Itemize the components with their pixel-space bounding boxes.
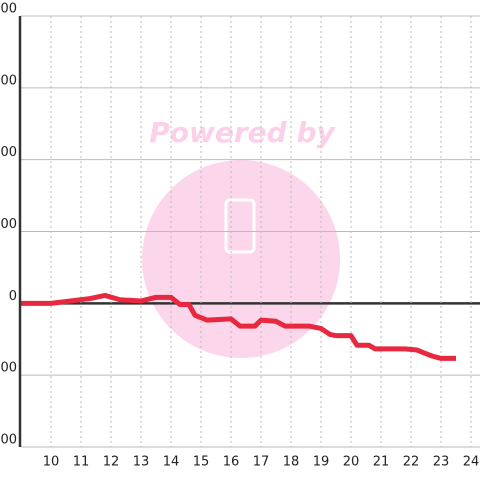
x-tick-label: 19	[313, 455, 330, 470]
x-tick-label: 20	[343, 455, 360, 470]
plot	[21, 292, 456, 361]
y-tick-label: -6,000	[0, 433, 17, 448]
x-tick-label: 12	[103, 455, 120, 470]
y-tick-label: 12,000	[0, 2, 17, 17]
x-tick-label: 13	[133, 455, 150, 470]
x-tick-label: 22	[403, 455, 420, 470]
x-tick-label: 10	[43, 455, 60, 470]
x-tick-label: 21	[373, 455, 390, 470]
x-tick-label: 15	[193, 455, 210, 470]
x-tick-label: 23	[433, 455, 450, 470]
x-tick-label: 24	[463, 455, 480, 470]
grid	[21, 15, 480, 448]
y-tick-label: -3,000	[0, 361, 17, 376]
y-tick-label: 6,000	[0, 145, 17, 160]
x-tick-label: 18	[283, 455, 300, 470]
x-tick-label: 16	[223, 455, 240, 470]
data-line	[21, 292, 456, 361]
y-tick-label: 3,000	[0, 217, 17, 232]
watermark-text: Powered by	[149, 116, 336, 149]
x-tick-label: 11	[73, 455, 90, 470]
x-tick-label: 17	[253, 455, 270, 470]
watermark-icon	[224, 198, 256, 254]
y-tick-label: 9,000	[0, 73, 17, 88]
y-tick-label: 0	[9, 289, 17, 304]
x-tick-label: 14	[163, 455, 180, 470]
